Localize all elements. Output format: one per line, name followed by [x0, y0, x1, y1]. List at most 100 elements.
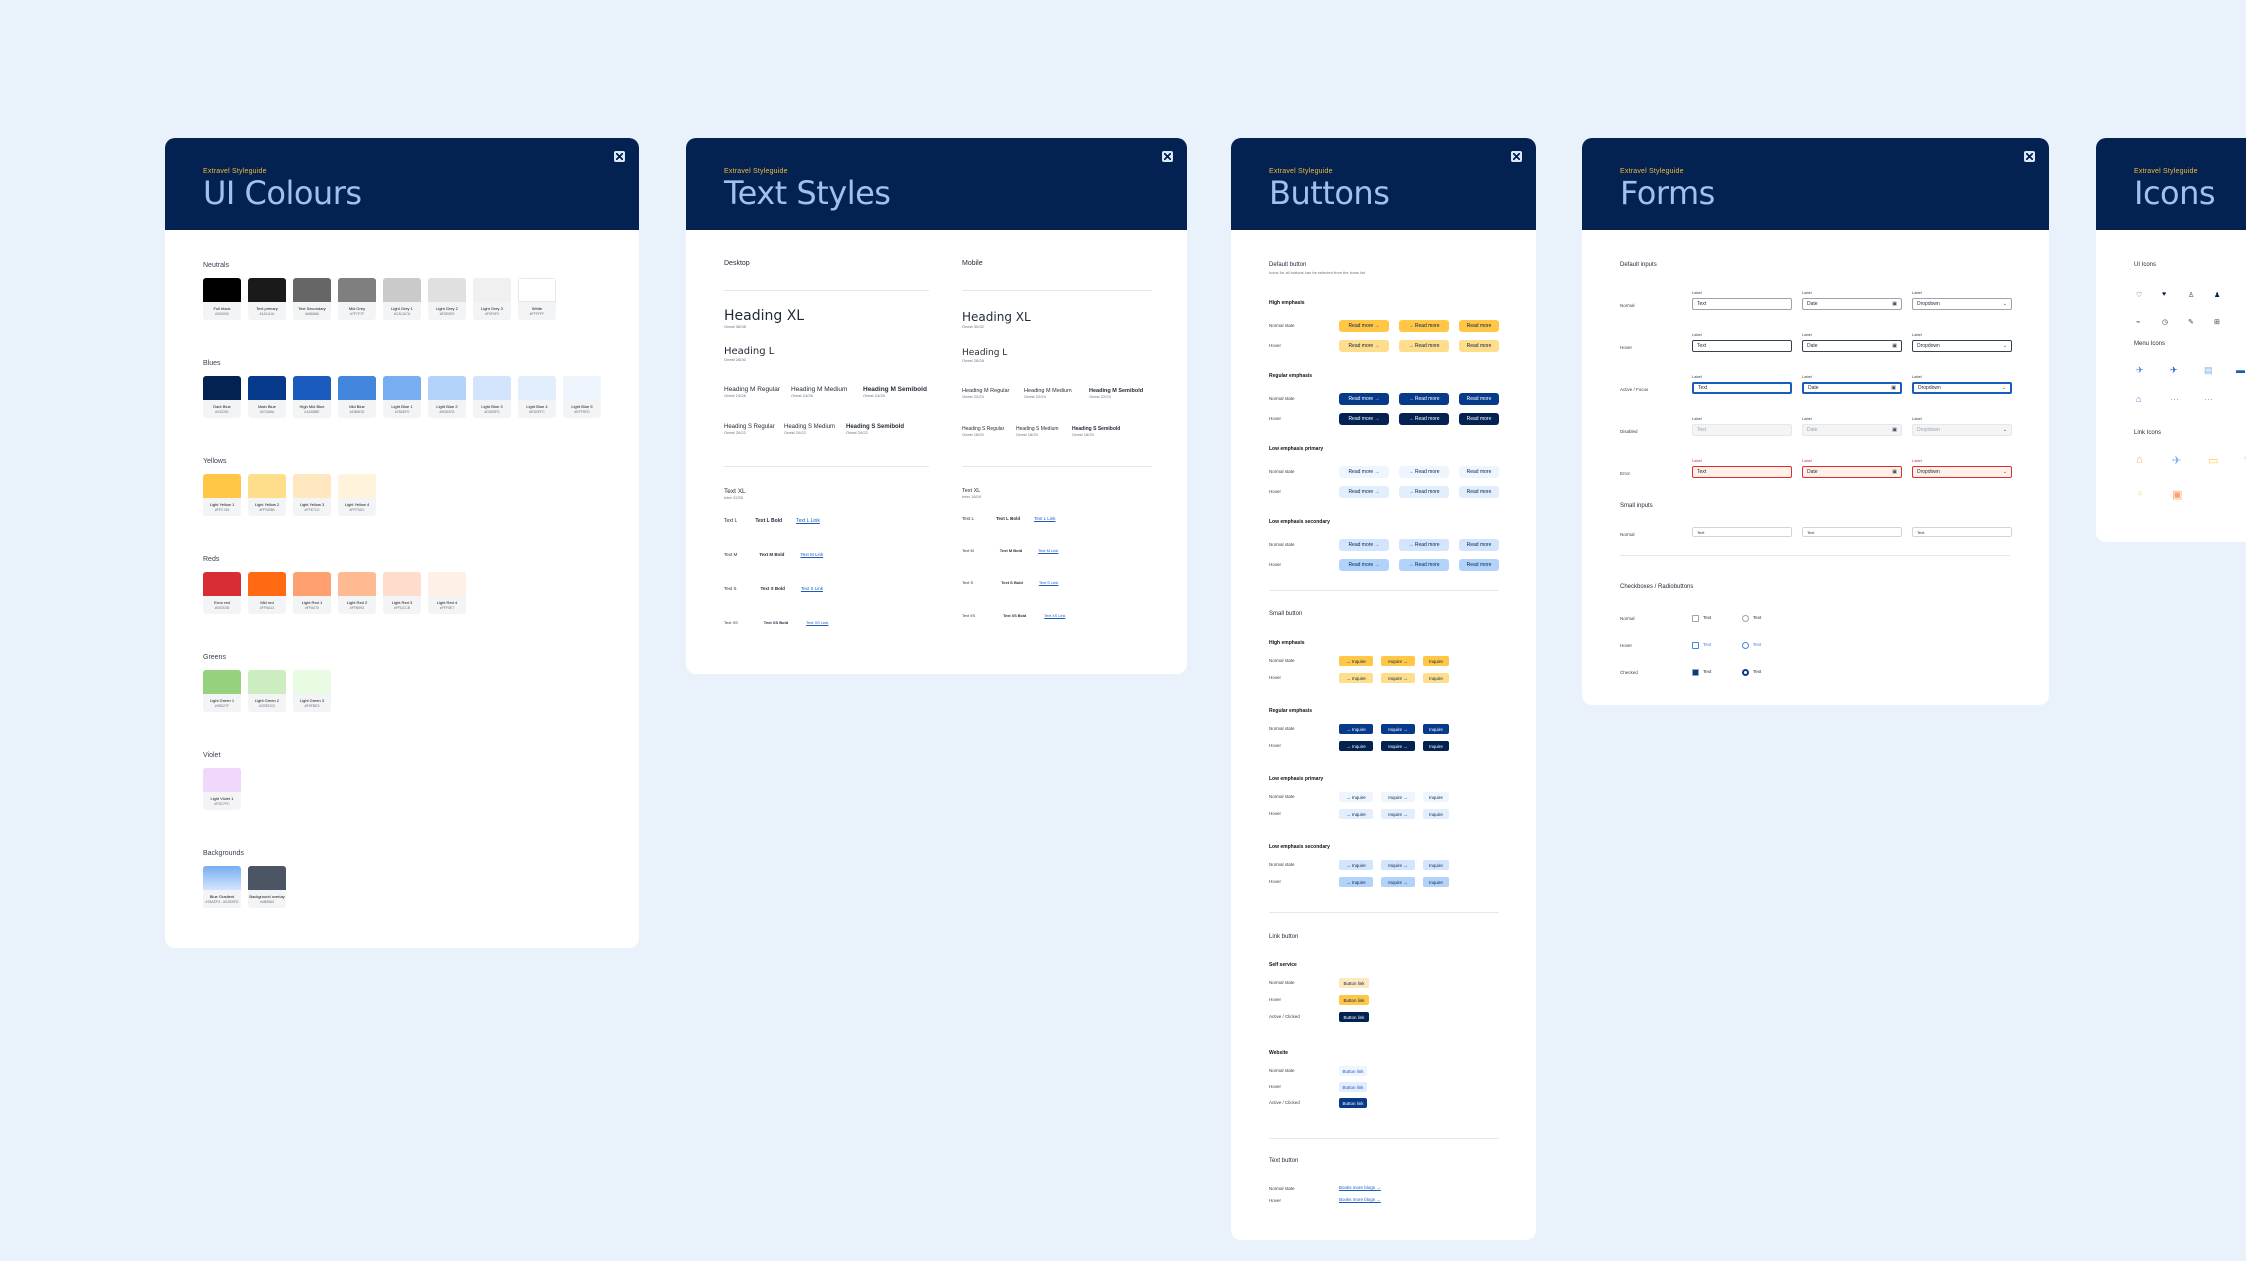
checkbox[interactable] [1692, 615, 1699, 622]
dropdown-input[interactable]: Dropdown ⌄ [1912, 466, 2012, 478]
text-input[interactable]: Text [1692, 466, 1792, 478]
read-more-button[interactable]: Read more → [1339, 539, 1389, 551]
colour-swatch[interactable]: Blue Gradient #78AEF0 - #D3E5FD [203, 866, 241, 908]
colour-swatch[interactable]: Mid Grey #7F7F7F [338, 278, 376, 320]
read-more-button[interactable]: → Read more [1399, 413, 1449, 425]
read-more-button[interactable]: Read more [1459, 539, 1499, 551]
inquire-button[interactable]: → Inquire [1339, 673, 1373, 683]
button-link[interactable]: Button link [1339, 995, 1369, 1005]
colour-swatch[interactable]: Mid Blue #4386DD [338, 376, 376, 418]
luggage-icon[interactable]: ▣ [2172, 489, 2183, 501]
inquire-button[interactable]: Inquire → [1381, 792, 1415, 802]
card-icon[interactable]: ▬ [2236, 365, 2245, 375]
read-more-button[interactable]: → Read more [1399, 320, 1449, 332]
colour-swatch[interactable]: Background overlay #4B5563 [248, 866, 286, 908]
text-input[interactable]: Text [1692, 298, 1792, 310]
website-link[interactable]: Button link [1339, 1098, 1367, 1108]
colour-swatch[interactable]: Dark Blue #032251 [203, 376, 241, 418]
inquire-button[interactable]: Inquire → [1381, 724, 1415, 734]
checkbox[interactable] [1692, 642, 1699, 649]
colour-swatch[interactable]: Light Blue 5 #EFF5FD [563, 376, 601, 418]
colour-swatch[interactable]: Light Grey 1 #CACACA [383, 278, 421, 320]
read-more-button[interactable]: Read more [1459, 466, 1499, 478]
colour-swatch[interactable]: Text primary #1A1A1A [248, 278, 286, 320]
inquire-button[interactable]: → Inquire [1339, 724, 1373, 734]
inquire-button[interactable]: Inquire [1423, 724, 1449, 734]
colour-swatch[interactable]: Light Yellow 3 #FFE7C0 [293, 474, 331, 516]
inquire-button[interactable]: Inquire → [1381, 656, 1415, 666]
colour-swatch[interactable]: Light Red 1 #FFA070 [293, 572, 331, 614]
inquire-button[interactable]: Inquire [1423, 877, 1449, 887]
inquire-button[interactable]: → Inquire [1339, 877, 1373, 887]
date-input[interactable]: Date ▣ [1802, 340, 1902, 352]
colour-swatch[interactable]: White #FFFFFF [518, 278, 556, 320]
colour-swatch[interactable]: Light Blue 3 #D3E5FD [473, 376, 511, 418]
sample-link[interactable]: Text XS Link [806, 620, 829, 625]
read-more-button[interactable]: → Read more [1399, 539, 1449, 551]
date-input[interactable]: Date ▣ [1802, 382, 1902, 394]
share-icon[interactable]: ⌁ [2136, 319, 2141, 326]
colour-swatch[interactable]: Light Green 2 #CBEDC0 [248, 670, 286, 712]
colour-swatch[interactable]: Light Blue 1 #78AEF0 [383, 376, 421, 418]
dropdown-input[interactable]: Dropdown ⌄ [1912, 298, 2012, 310]
text-button[interactable]: Books more blogs → [1339, 1185, 1381, 1190]
read-more-button[interactable]: Read more → [1339, 393, 1389, 405]
colour-swatch[interactable]: Light Red 4 #FFF0E7 [428, 572, 466, 614]
radio-button[interactable] [1742, 642, 1749, 649]
button-link[interactable]: Button link [1339, 978, 1369, 988]
inquire-button[interactable]: → Inquire [1339, 860, 1373, 870]
bed-icon[interactable]: ▭ [2208, 455, 2219, 467]
read-more-button[interactable]: → Read more [1399, 559, 1449, 571]
more-icon[interactable]: ⋯ [2170, 394, 2179, 404]
read-more-button[interactable]: Read more → [1339, 413, 1389, 425]
plane-icon[interactable]: ✈ [2136, 365, 2144, 375]
inquire-button[interactable]: Inquire → [1381, 877, 1415, 887]
sample-link[interactable]: Text L Link [796, 518, 820, 524]
inquire-button[interactable]: Inquire → [1381, 809, 1415, 819]
sample-link[interactable]: Text XS Link [1044, 614, 1066, 618]
website-link[interactable]: Button link [1339, 1082, 1367, 1092]
sample-link[interactable]: Text M Link [1038, 548, 1059, 553]
flight-icon[interactable]: ✈ [2170, 365, 2178, 375]
home-icon[interactable]: ⌂ [2136, 394, 2142, 404]
inquire-button[interactable]: → Inquire [1339, 809, 1373, 819]
read-more-button[interactable]: → Read more [1399, 393, 1449, 405]
button-link[interactable]: Button link [1339, 1012, 1369, 1022]
colour-swatch[interactable]: Error red #D92D35 [203, 572, 241, 614]
bus-icon[interactable]: ▤ [2204, 365, 2213, 375]
inquire-button[interactable]: Inquire [1423, 860, 1449, 870]
colour-swatch[interactable]: Light Yellow 2 #FFDE8B [248, 474, 286, 516]
colour-swatch[interactable]: High Mid Blue #1A5BBE [293, 376, 331, 418]
read-more-button[interactable]: Read more [1459, 413, 1499, 425]
colour-swatch[interactable]: Light Red 2 #FFB993 [338, 572, 376, 614]
inquire-button[interactable]: Inquire → [1381, 673, 1415, 683]
colour-swatch[interactable]: Main Blue #073A8A [248, 376, 286, 418]
dropdown-input[interactable]: Dropdown ⌄ [1912, 340, 2012, 352]
website-link[interactable]: Button link [1339, 1066, 1367, 1076]
colour-swatch[interactable]: Text Secondary #666666 [293, 278, 331, 320]
colour-swatch[interactable]: Light Blue 4 #E3EEFC [518, 376, 556, 418]
read-more-button[interactable]: → Read more [1399, 466, 1449, 478]
read-more-button[interactable]: → Read more [1399, 486, 1449, 498]
inquire-button[interactable]: Inquire [1423, 741, 1449, 751]
heart-filled-icon[interactable]: ♥ [2162, 291, 2167, 298]
read-more-button[interactable]: Read more [1459, 393, 1499, 405]
read-more-button[interactable]: Read more → [1339, 559, 1389, 571]
read-more-button[interactable]: Read more [1459, 320, 1499, 332]
user-filled-icon[interactable]: ♟ [2214, 292, 2221, 299]
heart-icon[interactable]: ♡ [2136, 292, 2143, 299]
colour-swatch[interactable]: Light Grey 3 #F0F0F0 [473, 278, 511, 320]
colour-swatch[interactable]: Light Green 1 #95D27F [203, 670, 241, 712]
text-input-small[interactable]: Text [1692, 527, 1792, 537]
colour-swatch[interactable]: Full black #000000 [203, 278, 241, 320]
dropdown-input[interactable]: Dropdown ⌄ [1912, 382, 2012, 394]
colour-swatch[interactable]: Light Yellow 1 #FFC745 [203, 474, 241, 516]
colour-swatch[interactable]: Light Green 3 #E9FBE3 [293, 670, 331, 712]
colour-swatch[interactable]: Light Red 3 #FFDCCB [383, 572, 421, 614]
inquire-button[interactable]: Inquire [1423, 673, 1449, 683]
read-more-button[interactable]: Read more → [1339, 320, 1389, 332]
radio-button[interactable] [1742, 669, 1749, 676]
colour-swatch[interactable]: Mid red #FF6A13 [248, 572, 286, 614]
sample-link[interactable]: Text S Link [1038, 580, 1059, 585]
read-more-button[interactable]: Read more [1459, 486, 1499, 498]
